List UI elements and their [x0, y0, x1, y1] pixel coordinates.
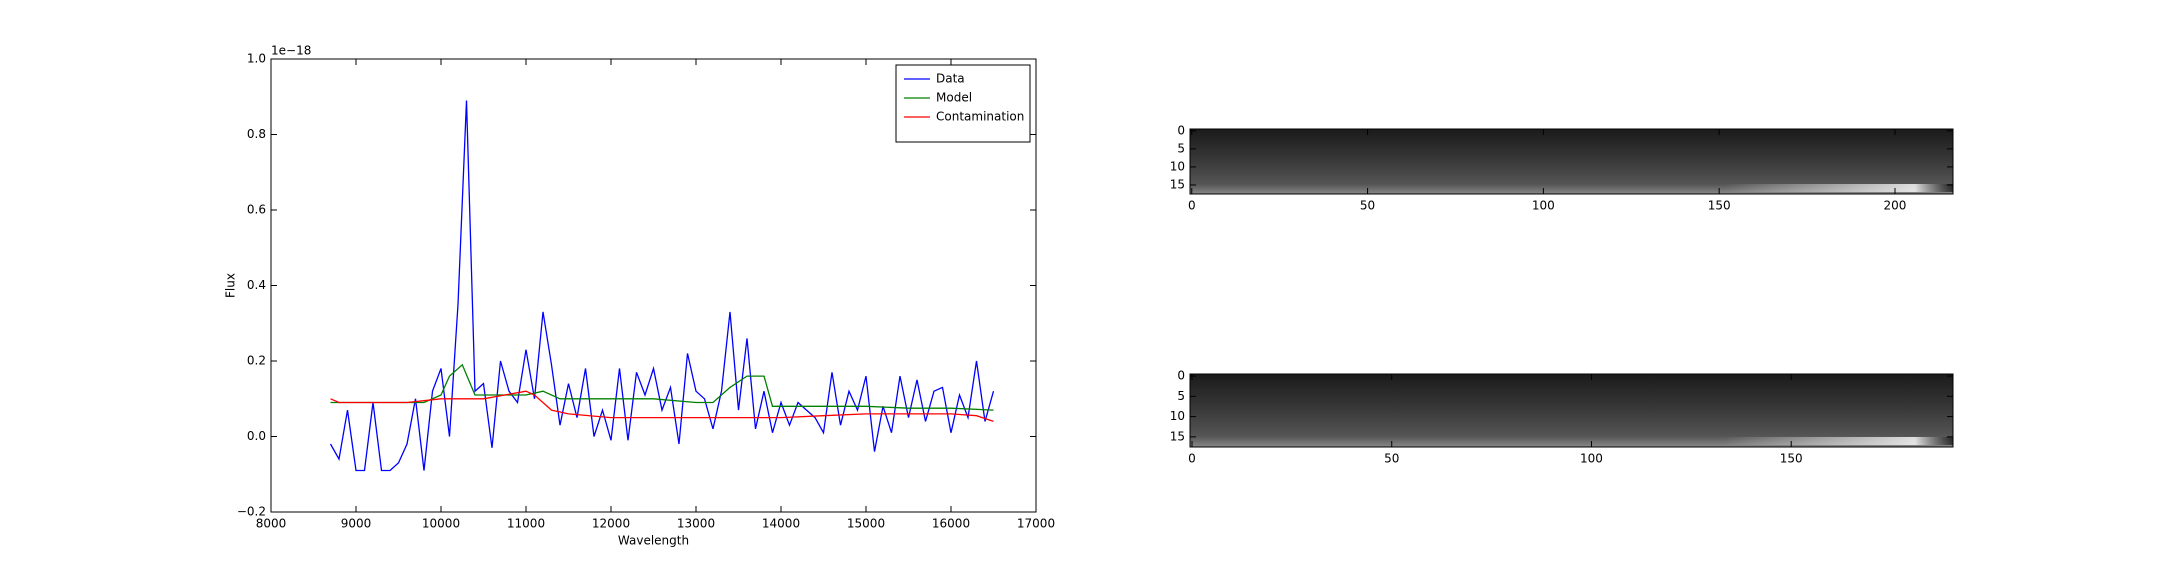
legend-label: Data: [936, 72, 965, 86]
x-tick-label: 100: [1532, 199, 1555, 213]
y-tick-label: 15: [1170, 177, 1185, 191]
y-tick-label: 0.8: [247, 127, 266, 141]
x-tick-label: 8000: [256, 517, 287, 531]
y-tick-label: 15: [1170, 429, 1185, 443]
y-tick-label: 10: [1170, 409, 1185, 423]
data-line: [330, 390, 994, 423]
x-tick-label: 150: [1780, 452, 1803, 466]
spectrum-trace: [1190, 184, 1953, 192]
y-tick-label: 0: [1177, 123, 1185, 137]
offset-text: 1e−18: [271, 44, 311, 58]
plot-frame: [1189, 128, 1954, 195]
y-tick-label: 0.6: [247, 203, 266, 217]
x-tick-label: 0: [1188, 199, 1196, 213]
y-tick-label: 5: [1177, 389, 1185, 403]
x-tick-label: 13000: [677, 517, 715, 531]
x-tick-label: 17000: [1017, 517, 1055, 531]
legend-box: [895, 64, 1031, 143]
y-tick-label: −0.2: [237, 505, 266, 519]
x-tick-label: 200: [1884, 199, 1907, 213]
x-tick-label: 0: [1188, 452, 1196, 466]
x-tick-label: 9000: [341, 517, 372, 531]
y-tick-label: 1.0: [247, 52, 266, 66]
x-tick-label: 12000: [592, 517, 630, 531]
x-tick-label: 14000: [762, 517, 800, 531]
x-tick-label: 10000: [422, 517, 460, 531]
y-tick-label: 0.0: [247, 429, 266, 443]
x-axis-label: Wavelength: [618, 534, 689, 548]
x-tick-label: 100: [1580, 452, 1603, 466]
spectrum-trace: [1190, 437, 1953, 445]
spectrum-image: [1190, 374, 1953, 447]
x-tick-label: 15000: [847, 517, 885, 531]
spectrum-image: [1190, 129, 1953, 194]
x-tick-label: 150: [1708, 199, 1731, 213]
y-tick-label: 10: [1170, 159, 1185, 173]
x-tick-label: 11000: [507, 517, 545, 531]
x-tick-label: 50: [1360, 199, 1375, 213]
legend-label: Contamination: [936, 110, 1024, 124]
x-tick-label: 16000: [932, 517, 970, 531]
y-axis-label: Flux: [224, 273, 238, 298]
data-line: [330, 363, 994, 411]
legend-label: Model: [936, 91, 972, 105]
y-tick-label: 0: [1177, 369, 1185, 383]
x-tick-label: 50: [1384, 452, 1399, 466]
y-tick-label: 0.2: [247, 354, 266, 368]
data-line: [329, 100, 995, 472]
plot-frame: [1189, 373, 1954, 448]
y-tick-label: 0.4: [247, 278, 266, 292]
y-tick-label: 5: [1177, 141, 1185, 155]
